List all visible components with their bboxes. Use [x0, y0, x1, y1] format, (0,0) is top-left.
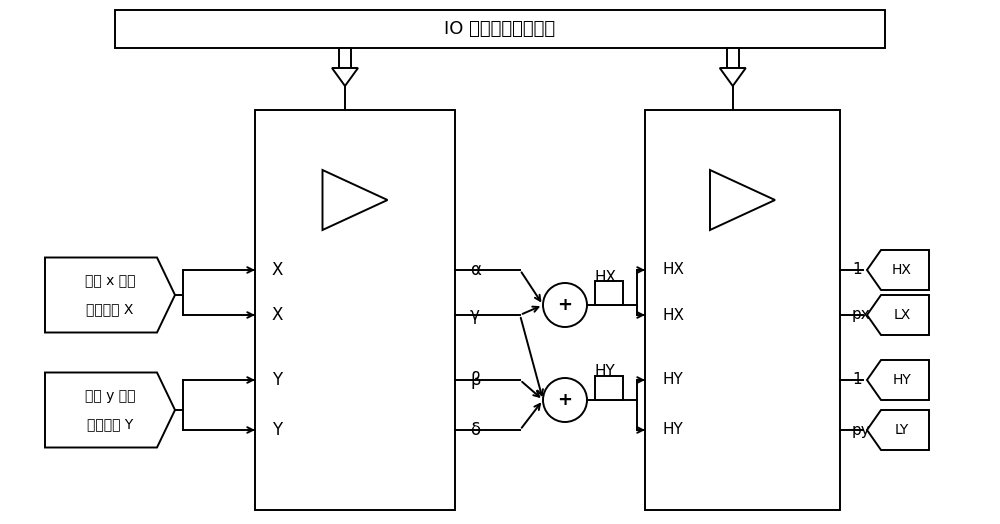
Circle shape [543, 283, 587, 327]
Polygon shape [45, 373, 175, 447]
Text: Y: Y [272, 371, 282, 389]
Text: X: X [271, 306, 283, 324]
Text: 初始 y 方向: 初始 y 方向 [85, 389, 135, 403]
Text: HX: HX [662, 308, 684, 322]
Text: X: X [271, 261, 283, 279]
Text: 1: 1 [852, 373, 862, 388]
Polygon shape [45, 257, 175, 333]
Circle shape [543, 378, 587, 422]
Text: 扫描信号 Y: 扫描信号 Y [87, 417, 133, 431]
Polygon shape [867, 410, 929, 450]
Bar [645, 110, 840, 510]
Text: LY: LY [895, 423, 909, 437]
Text: py: py [852, 422, 871, 438]
Text: IO 接口底层控制信号: IO 接口底层控制信号 [444, 20, 556, 38]
Text: 初始 x 方向: 初始 x 方向 [85, 274, 135, 288]
Polygon shape [710, 170, 775, 230]
Text: β: β [470, 371, 481, 389]
Polygon shape [720, 68, 746, 86]
Polygon shape [332, 68, 358, 86]
Text: Y: Y [272, 421, 282, 439]
Bar [255, 110, 455, 510]
Text: HY: HY [663, 373, 683, 388]
Polygon shape [867, 295, 929, 335]
Text: γ: γ [470, 306, 480, 324]
Text: HY: HY [893, 373, 911, 387]
Text: +: + [558, 391, 572, 409]
Text: α: α [470, 261, 481, 279]
Bar [727, 48, 739, 68]
Text: HX: HX [595, 269, 617, 285]
Text: LX: LX [893, 308, 911, 322]
Text: δ: δ [470, 421, 480, 439]
Bar [595, 281, 623, 305]
Polygon shape [322, 170, 388, 230]
Text: HX: HX [662, 263, 684, 278]
Text: 扫描信号 X: 扫描信号 X [86, 302, 134, 316]
Bar [115, 10, 885, 48]
Text: +: + [558, 296, 572, 314]
Text: 1: 1 [852, 263, 862, 278]
Text: HY: HY [595, 365, 616, 379]
Polygon shape [867, 360, 929, 400]
Bar [339, 48, 351, 68]
Text: HX: HX [892, 263, 912, 277]
Text: px: px [852, 308, 871, 322]
Polygon shape [867, 250, 929, 290]
Text: HY: HY [663, 422, 683, 438]
Bar [595, 376, 623, 400]
